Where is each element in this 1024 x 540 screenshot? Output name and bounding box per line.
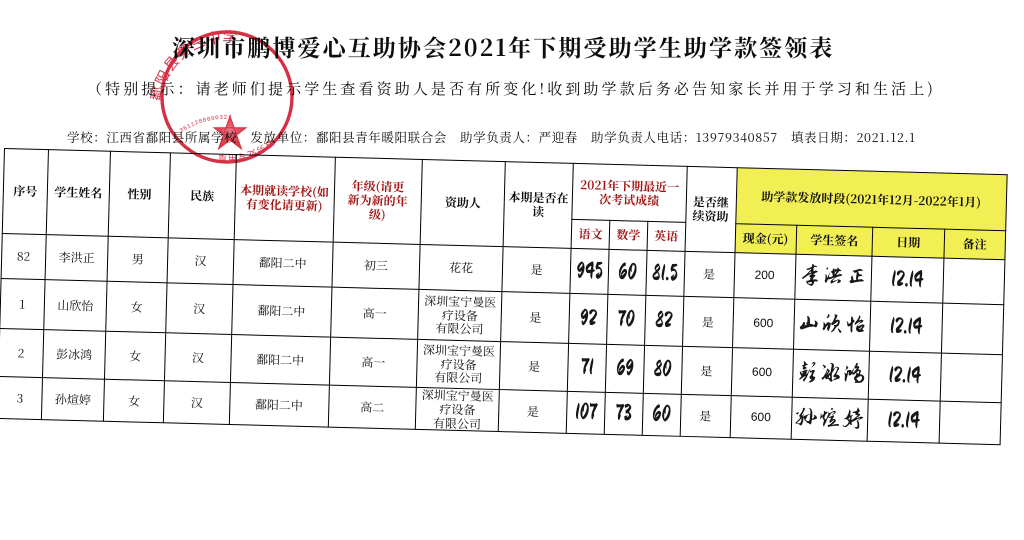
svg-text:鄱阳县第三中学: 鄱阳县第三中学: [149, 26, 239, 103]
